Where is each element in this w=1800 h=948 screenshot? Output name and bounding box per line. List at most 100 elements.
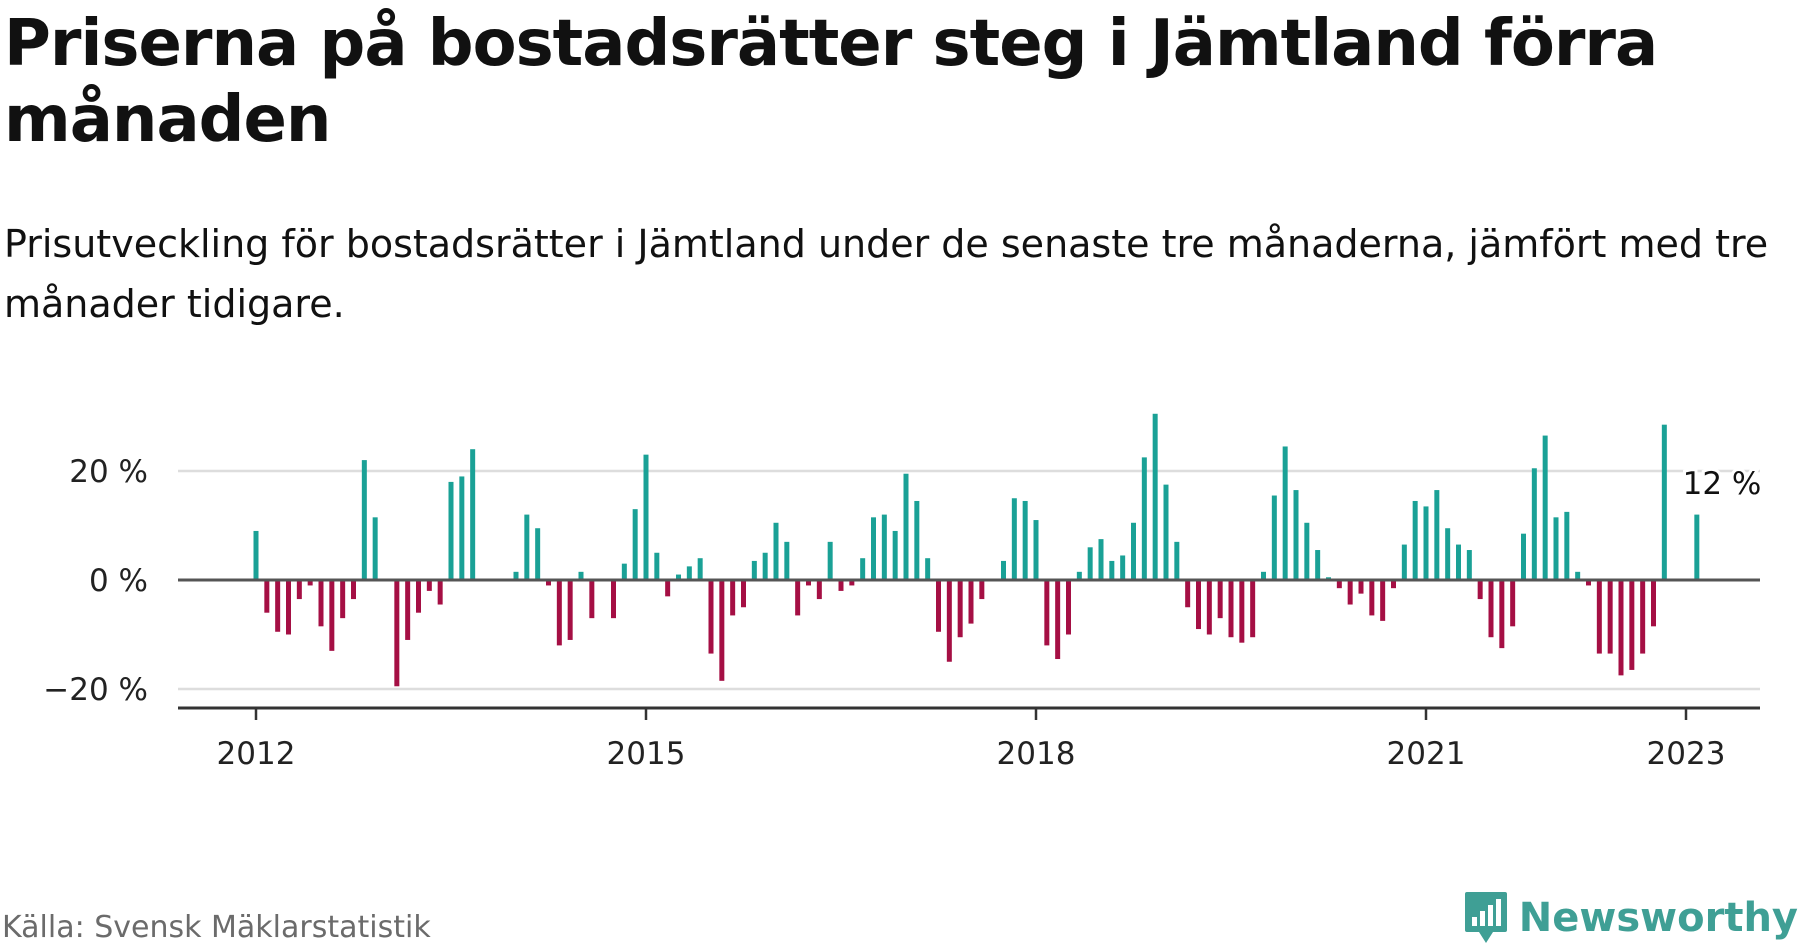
grid-lines	[178, 469, 1760, 691]
bar-negative	[416, 580, 421, 613]
bar-positive	[643, 454, 649, 580]
bar-positive	[1076, 571, 1082, 580]
bar-positive	[1163, 484, 1169, 580]
bar-negative	[340, 580, 346, 619]
bar-negative	[741, 580, 746, 608]
bar-negative	[1596, 580, 1602, 654]
bar-positive	[881, 514, 887, 580]
bar-positive	[903, 473, 909, 580]
bar-negative	[1196, 580, 1201, 630]
bar-negative	[816, 580, 822, 600]
bar-negative	[589, 580, 595, 619]
bar-positive	[1174, 541, 1180, 580]
bar-positive	[578, 571, 584, 580]
bar-positive	[1401, 544, 1407, 580]
bar-positive	[654, 552, 660, 580]
bar-positive	[1412, 500, 1418, 580]
brand-name: Newsworthy	[1518, 895, 1798, 941]
bar-negative	[849, 580, 855, 586]
axes	[178, 578, 1760, 720]
bar-negative	[1044, 580, 1050, 646]
bar-positive	[1033, 520, 1039, 580]
bar-negative	[286, 580, 291, 635]
bar-positive	[860, 558, 866, 580]
bar-positive	[1542, 435, 1548, 580]
labels: −20 % 0 % 20 % 2012 2015 2018 2021 2023 12 %	[43, 454, 1764, 772]
bar-positive	[448, 481, 454, 580]
bar-negative	[1586, 580, 1591, 586]
bar-positive	[1694, 514, 1700, 580]
bar-negative	[264, 580, 270, 613]
bar-negative	[1347, 580, 1353, 605]
bar-positive	[1575, 571, 1581, 580]
x-tick-label: 2012	[217, 736, 296, 772]
y-tick-label: 20 %	[69, 454, 148, 490]
x-tick-label: 2015	[607, 736, 686, 772]
bar-chart: −20 % 0 % 20 % 2012 2015 2018 2021 2023 12 %	[43, 413, 1764, 772]
chart-subtitle: Prisutveckling för bostadsrätter i Jämtl…	[4, 222, 1769, 326]
bar-positive	[1152, 413, 1158, 580]
bar-positive	[1141, 457, 1147, 580]
bar-positive	[686, 566, 692, 580]
bar-positive	[762, 552, 768, 580]
bar-positive	[1531, 468, 1537, 580]
bar-negative	[838, 580, 844, 591]
bar-positive	[1001, 560, 1006, 580]
bar-negative	[1618, 580, 1624, 676]
bar-negative	[437, 580, 443, 605]
bar-negative	[307, 580, 313, 586]
bar-negative	[1185, 580, 1191, 608]
bar-positive	[676, 574, 681, 580]
bar-negative	[351, 580, 356, 600]
bar-positive	[524, 514, 530, 580]
bar-positive	[1564, 511, 1570, 580]
x-tick-label: 2021	[1387, 736, 1466, 772]
bar-positive	[871, 517, 876, 580]
bar-negative	[318, 580, 324, 627]
bar-positive	[1315, 550, 1321, 580]
bar-negative	[1217, 580, 1223, 619]
bar-negative	[730, 580, 736, 616]
bar-negative	[1206, 580, 1212, 635]
bar-negative	[708, 580, 714, 654]
bar-positive	[1521, 533, 1526, 580]
bar-negative	[405, 580, 411, 640]
bar-positive	[697, 558, 703, 580]
bar-positive	[632, 509, 638, 580]
bar-negative	[296, 580, 302, 600]
bar-negative	[719, 580, 725, 681]
bar-positive	[925, 558, 931, 580]
bar-negative	[1250, 580, 1256, 638]
bar-negative	[795, 580, 801, 616]
bar-negative	[968, 580, 974, 624]
bar-positive	[784, 541, 790, 580]
bar-negative	[567, 580, 573, 640]
bar-negative	[556, 580, 562, 646]
bar-positive	[1466, 550, 1472, 580]
bar-positive	[513, 571, 519, 580]
source-label: Källa: Svensk Mäklarstatistik	[2, 910, 431, 945]
bar-negative	[1228, 580, 1234, 638]
bar-positive	[1131, 522, 1136, 580]
bar-positive	[1120, 555, 1126, 580]
bar-positive	[827, 541, 833, 580]
bar-positive	[470, 449, 476, 580]
bar-negative	[957, 580, 963, 638]
bar-positive	[1261, 571, 1266, 580]
bar-positive	[361, 460, 367, 580]
bar-negative	[1336, 580, 1342, 589]
bar-positive	[1661, 424, 1667, 580]
bar-positive	[1293, 490, 1299, 580]
bar-positive	[1282, 446, 1288, 580]
bars	[253, 413, 1700, 687]
bar-chart-speech-bubble-icon	[1464, 892, 1507, 943]
bar-negative	[1369, 580, 1375, 616]
bar-positive	[1011, 498, 1017, 580]
bar-negative	[979, 580, 985, 600]
bar-negative	[1055, 580, 1061, 660]
bar-positive	[892, 530, 898, 580]
bar-positive	[751, 560, 757, 580]
bar-positive	[1304, 522, 1310, 580]
bar-negative	[665, 580, 671, 597]
bar-negative	[546, 580, 551, 586]
